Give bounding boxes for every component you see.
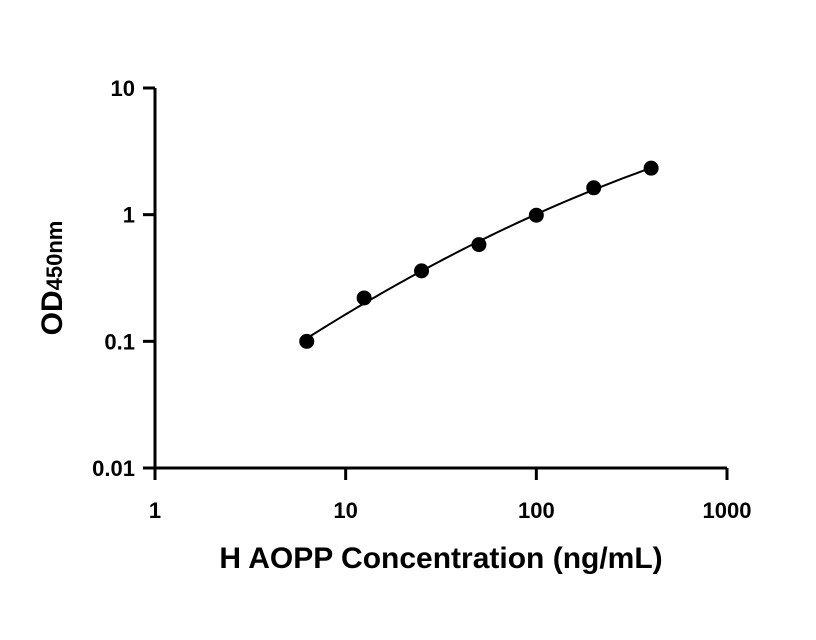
y-ticks: 0.01 0.1 1 10	[92, 76, 155, 481]
y-tick-label: 1	[123, 203, 135, 228]
x-axis-title: H AOPP Concentration (ng/mL)	[219, 542, 662, 575]
y-tick-label: 0.01	[92, 456, 135, 481]
y-tick-label: 10	[111, 76, 135, 101]
data-point	[586, 180, 602, 196]
x-tick-label: 1000	[703, 498, 752, 523]
data-point	[299, 333, 315, 349]
x-tick-label: 100	[518, 498, 555, 523]
x-ticks: 1 10 100 1000	[149, 468, 752, 523]
fit-curve	[306, 166, 652, 340]
axes	[153, 88, 727, 470]
x-tick-label: 10	[333, 498, 357, 523]
x-tick-label: 1	[149, 498, 161, 523]
data-point	[471, 237, 487, 253]
data-point	[643, 160, 659, 176]
y-axis-title-main: OD	[36, 290, 69, 335]
data-point	[528, 207, 544, 223]
y-axis-title-subscript: 450nm	[42, 221, 67, 291]
data-points	[299, 160, 659, 349]
y-axis-title: OD450nm	[36, 221, 69, 336]
y-tick-label: 0.1	[104, 329, 135, 354]
data-point	[414, 263, 430, 279]
data-point	[356, 290, 372, 306]
